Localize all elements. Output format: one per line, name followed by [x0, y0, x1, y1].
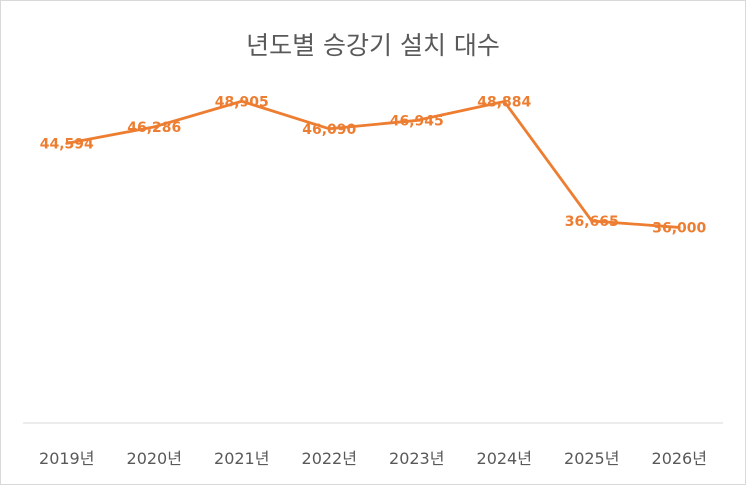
- chart-title: 년도별 승강기 설치 대수: [246, 31, 500, 60]
- series-line-segment: [65, 125, 156, 145]
- data-label: 44,594: [40, 136, 94, 152]
- x-tick-label: 2021년: [214, 449, 269, 468]
- data-label: 46,945: [390, 113, 444, 129]
- data-label-layer: 44,594 46,286 48,905 46,090 46,945 48,884 36,6…: [40, 94, 707, 236]
- series-line-segment: [240, 99, 331, 131]
- series-line-segment: [590, 219, 681, 229]
- x-tick-label: 2026년: [652, 449, 707, 468]
- series-layer: [65, 99, 681, 229]
- x-tick-label: 2022년: [302, 449, 357, 468]
- data-label: 48,905: [215, 94, 269, 110]
- series-line-segment: [502, 100, 594, 223]
- series-line-segment: [327, 119, 419, 131]
- x-tick-label: 2019년: [39, 449, 94, 468]
- x-tick-layer: 2019년 2020년 2021년 2022년 2023년 2024년 2025년 2026년: [39, 449, 707, 468]
- data-label: 36,665: [565, 214, 619, 230]
- data-label: 46,286: [127, 120, 181, 136]
- data-label: 36,000: [652, 220, 706, 236]
- x-tick-label: 2024년: [477, 449, 532, 468]
- x-tick-label: 2020년: [127, 449, 182, 468]
- series-line-segment: [152, 99, 244, 129]
- x-tick-label: 2023년: [389, 449, 444, 468]
- data-label: 48,884: [477, 94, 531, 110]
- data-label: 46,090: [302, 122, 356, 138]
- x-tick-label: 2025년: [564, 449, 619, 468]
- series-line-segment: [415, 100, 506, 122]
